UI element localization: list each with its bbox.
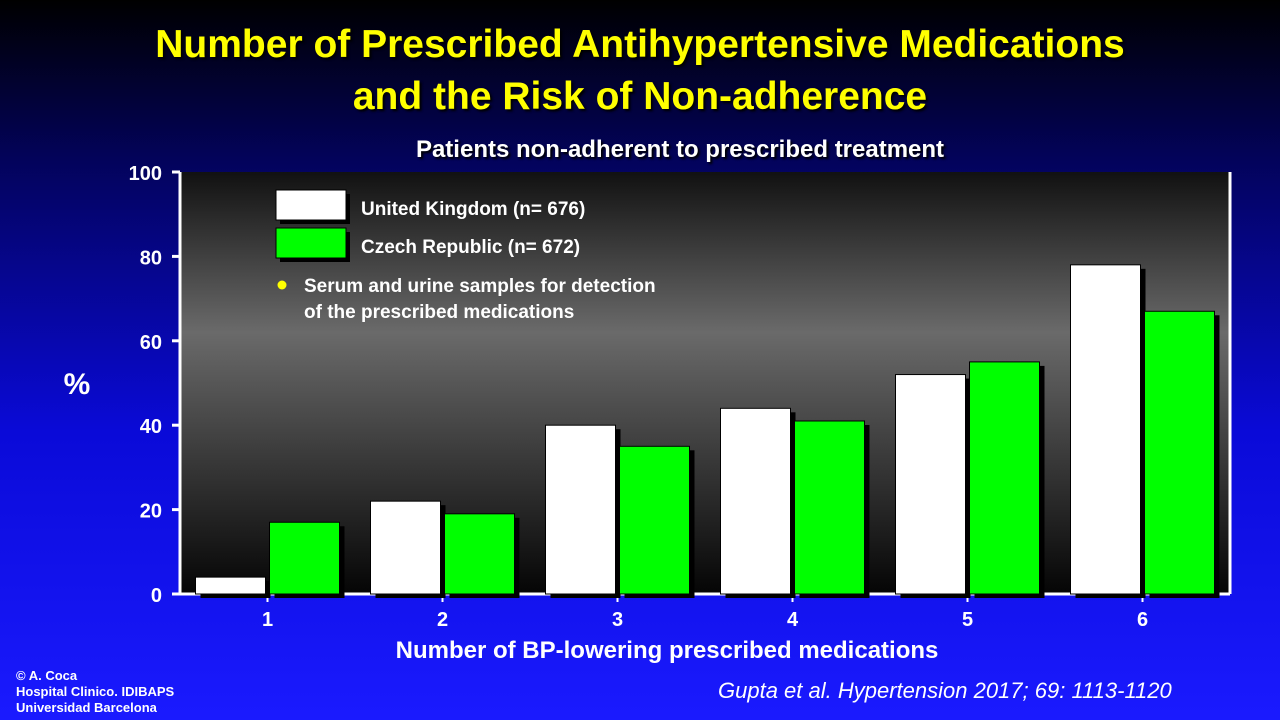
x-tick-label: 3 xyxy=(612,609,623,631)
y-tick-label: 100 xyxy=(129,163,162,185)
x-axis-label: Number of BP-lowering prescribed medicat… xyxy=(396,637,939,664)
bar-uk-5 xyxy=(895,374,966,595)
legend-swatch-cz xyxy=(275,227,347,259)
copyright-line-3: Universidad Barcelona xyxy=(16,700,157,715)
bar-cz-5 xyxy=(969,361,1040,595)
legend-label-uk: United Kingdom (n= 676) xyxy=(361,199,585,220)
y-tick-label: 80 xyxy=(140,247,162,269)
legend-swatch-uk xyxy=(275,189,347,221)
bar-uk-2 xyxy=(370,500,441,595)
x-tick-label: 1 xyxy=(262,609,273,631)
chart-title: Patients non-adherent to prescribed trea… xyxy=(415,136,945,163)
bar-uk-4 xyxy=(720,407,791,595)
bar-cz-3 xyxy=(619,445,690,595)
y-tick-label: 40 xyxy=(140,416,162,438)
note-line-2: of the prescribed medications xyxy=(304,302,574,323)
y-axis-label: % xyxy=(64,368,91,401)
bar-cz-2 xyxy=(444,513,515,595)
copyright-block: © A. Coca Hospital Clinico. IDIBAPS Univ… xyxy=(16,668,174,716)
x-tick-label: 2 xyxy=(437,609,448,631)
citation: Gupta et al. Hypertension 2017; 69: 1113… xyxy=(718,678,1172,703)
copyright-line-1: © A. Coca xyxy=(16,668,78,683)
copyright-line-2: Hospital Clinico. IDIBAPS xyxy=(16,684,175,699)
x-tick-label: 5 xyxy=(962,609,973,631)
bullet-icon xyxy=(277,280,287,290)
bar-cz-6 xyxy=(1144,310,1215,595)
bar-uk-3 xyxy=(545,424,616,595)
y-tick-label: 60 xyxy=(140,332,162,354)
bar-uk-1 xyxy=(195,576,266,595)
x-tick-label: 6 xyxy=(1137,609,1148,631)
bar-cz-1 xyxy=(269,521,340,595)
y-tick-label: 0 xyxy=(151,585,162,607)
y-tick-label: 20 xyxy=(140,501,162,523)
bar-cz-4 xyxy=(794,420,865,595)
legend-label-cz: Czech Republic (n= 672) xyxy=(361,237,580,258)
x-tick-label: 4 xyxy=(787,609,799,631)
slide-title-line-1: Number of Prescribed Antihypertensive Me… xyxy=(155,23,1125,66)
plot-area xyxy=(180,172,1230,594)
note-line-1: Serum and urine samples for detection xyxy=(304,276,656,297)
slide-title-line-2: and the Risk of Non-adherence xyxy=(352,75,928,118)
bar-uk-6 xyxy=(1070,264,1141,595)
